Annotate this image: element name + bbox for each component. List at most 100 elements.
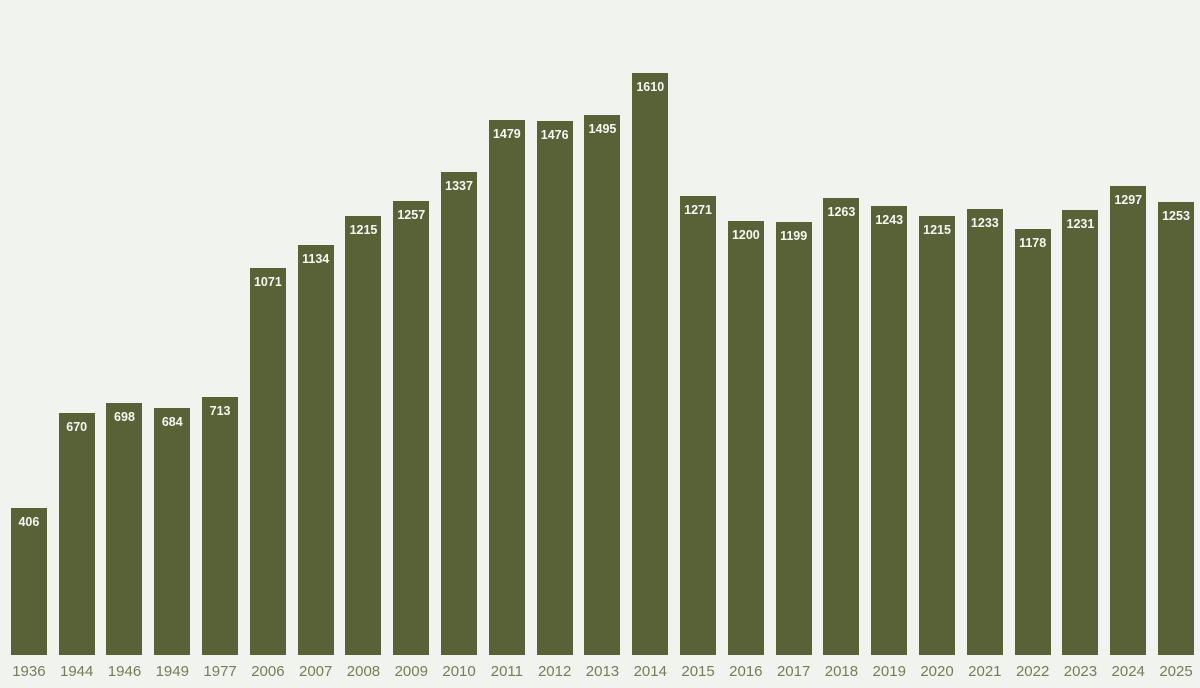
chart-column: 1479 2011 xyxy=(483,0,531,688)
bar-value-label: 1199 xyxy=(780,229,808,243)
bar-value-label: 406 xyxy=(18,515,40,529)
x-axis-label: 2009 xyxy=(394,663,428,680)
bar-value-label: 1263 xyxy=(827,205,856,219)
bar-value-label: 684 xyxy=(161,415,183,429)
x-axis-label: 2025 xyxy=(1159,663,1193,680)
x-axis-label: 2010 xyxy=(442,663,476,680)
chart-column: 713 1977 xyxy=(196,0,244,688)
bar-track: 1337 xyxy=(435,0,483,655)
chart-column: 1253 2025 xyxy=(1152,0,1200,688)
bar-2019: 1243 xyxy=(871,206,908,655)
bar-track: 1178 xyxy=(1009,0,1057,655)
bar-value-label: 1253 xyxy=(1162,209,1190,223)
bar-track: 1297 xyxy=(1104,0,1152,655)
bar-track: 713 xyxy=(196,0,244,655)
bar-track: 1215 xyxy=(340,0,388,655)
chart-column: 1215 2020 xyxy=(913,0,961,688)
bar-2008: 1215 xyxy=(345,216,382,655)
chart-column: 1071 2006 xyxy=(244,0,292,688)
x-axis-label: 2019 xyxy=(872,663,906,680)
bar-2025: 1253 xyxy=(1158,202,1195,655)
bar-track: 698 xyxy=(101,0,149,655)
chart-column: 1337 2010 xyxy=(435,0,483,688)
chart-column: 1231 2023 xyxy=(1057,0,1105,688)
bar-value-label: 1215 xyxy=(349,223,378,237)
x-axis-label: 2022 xyxy=(1015,663,1050,680)
bar-value-label: 1233 xyxy=(970,216,999,230)
bar-value-label: 1231 xyxy=(1066,217,1095,231)
bar-2010: 1337 xyxy=(441,172,478,655)
bar-value-label: 1271 xyxy=(684,203,712,217)
x-axis-label: 2018 xyxy=(824,663,859,680)
x-axis-label: 2015 xyxy=(681,663,715,680)
bar-2024: 1297 xyxy=(1110,186,1147,655)
bar-value-label: 1071 xyxy=(253,275,282,289)
x-axis-label: 2024 xyxy=(1111,663,1145,680)
bar-track: 1200 xyxy=(722,0,770,655)
chart-column: 1257 2009 xyxy=(387,0,435,688)
bar-value-label: 1297 xyxy=(1114,193,1143,207)
bar-track: 1476 xyxy=(531,0,579,655)
bar-value-label: 1476 xyxy=(540,128,569,142)
chart-column: 1178 2022 xyxy=(1009,0,1057,688)
bar-2022: 1178 xyxy=(1014,229,1051,655)
bar-2011: 1479 xyxy=(488,120,525,655)
bar-value-label: 1134 xyxy=(302,252,330,266)
x-axis-label: 2023 xyxy=(1063,663,1098,680)
bar-track: 1495 xyxy=(579,0,627,655)
bar-track: 1134 xyxy=(292,0,340,655)
bar-track: 1253 xyxy=(1152,0,1200,655)
x-axis-label: 2006 xyxy=(251,663,285,680)
bar-track: 1610 xyxy=(626,0,674,655)
bar-value-label: 1257 xyxy=(397,208,426,222)
chart-column: 698 1946 xyxy=(101,0,149,688)
bar-2021: 1233 xyxy=(966,209,1003,655)
bar-value-label: 1200 xyxy=(731,228,760,242)
chart-column: 1233 2021 xyxy=(961,0,1009,688)
bar-track: 406 xyxy=(5,0,53,655)
bar-2006: 1071 xyxy=(249,268,286,655)
bar-track: 670 xyxy=(53,0,101,655)
x-axis-label: 1949 xyxy=(155,663,189,680)
chart-column: 1215 2008 xyxy=(340,0,388,688)
chart-column: 1495 2013 xyxy=(579,0,627,688)
bar-1949: 684 xyxy=(154,408,191,655)
chart-column: 1271 2015 xyxy=(674,0,722,688)
bar-2014: 1610 xyxy=(632,73,669,655)
bar-track: 684 xyxy=(148,0,196,655)
chart-column: 406 1936 xyxy=(5,0,53,688)
bar-2017: 1199 xyxy=(775,222,812,655)
bar-track: 1233 xyxy=(961,0,1009,655)
bar-track: 1215 xyxy=(913,0,961,655)
bar-track: 1263 xyxy=(818,0,866,655)
bar-value-label: 1178 xyxy=(1019,236,1047,250)
chart-column: 1297 2024 xyxy=(1104,0,1152,688)
x-axis-label: 1977 xyxy=(203,663,237,680)
bar-value-label: 1337 xyxy=(445,179,473,193)
x-axis-label: 2008 xyxy=(346,663,381,680)
bar-track: 1231 xyxy=(1057,0,1105,655)
bar-value-label: 1495 xyxy=(588,122,617,136)
bar-2009: 1257 xyxy=(393,201,430,655)
chart-column: 1610 2014 xyxy=(626,0,674,688)
x-axis-label: 1936 xyxy=(12,663,46,680)
bar-track: 1199 xyxy=(770,0,818,655)
bar-2016: 1200 xyxy=(727,221,764,655)
bar-track: 1257 xyxy=(387,0,435,655)
bar-2012: 1476 xyxy=(536,121,573,655)
chart-column: 1199 2017 xyxy=(770,0,818,688)
x-axis-label: 2020 xyxy=(920,663,954,680)
chart-column: 1476 2012 xyxy=(531,0,579,688)
x-axis-label: 2012 xyxy=(537,663,572,680)
chart-column: 670 1944 xyxy=(53,0,101,688)
bar-value-label: 670 xyxy=(66,420,88,434)
bar-1936: 406 xyxy=(10,508,47,655)
bar-value-label: 698 xyxy=(114,410,135,424)
chart-column: 1134 2007 xyxy=(292,0,340,688)
x-axis-label: 1946 xyxy=(107,663,142,680)
x-axis-label: 2014 xyxy=(633,663,667,680)
bar-track: 1271 xyxy=(674,0,722,655)
x-axis-label: 2021 xyxy=(968,663,1002,680)
bar-2013: 1495 xyxy=(584,115,621,655)
